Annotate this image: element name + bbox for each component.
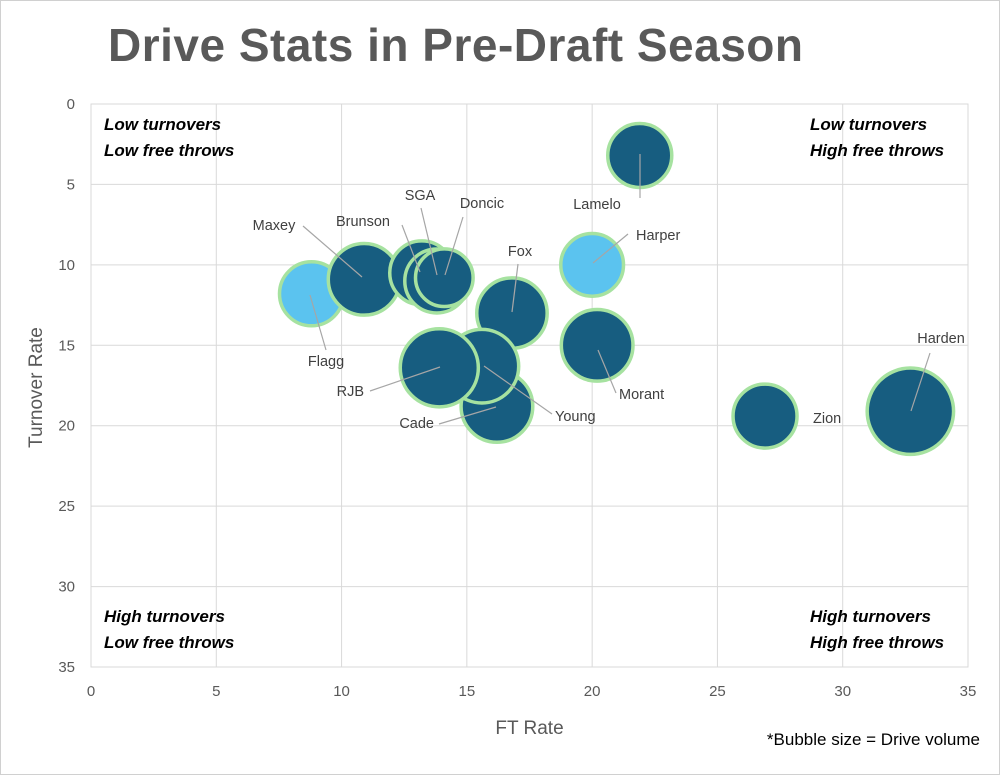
x-tick-label: 0 xyxy=(87,683,95,700)
y-tick-label: 25 xyxy=(58,498,75,515)
quadrant-label-bottom-right: High turnovers xyxy=(810,607,931,626)
quadrant-label-top-left: Low free throws xyxy=(104,141,234,160)
leader-line-young xyxy=(483,365,553,415)
quadrant-label-bottom-right: High free throws xyxy=(810,633,944,652)
quadrant-label-top-left: Low turnovers xyxy=(104,115,221,134)
leader-line-cade xyxy=(438,406,497,425)
quadrant-label-top-right: High free throws xyxy=(810,141,944,160)
leader-line-harper xyxy=(592,233,629,264)
bubble-zion xyxy=(731,382,799,450)
point-label-brunson: Brunson xyxy=(336,214,390,230)
bubble-size-footnote: *Bubble size = Drive volume xyxy=(766,730,980,749)
y-tick-label: 0 xyxy=(67,96,75,113)
quadrant-label-bottom-left: High turnovers xyxy=(104,607,225,626)
leader-line-fox xyxy=(511,263,519,313)
point-label-harper: Harper xyxy=(636,228,680,244)
leader-line-rjb xyxy=(369,366,441,392)
y-tick-label: 20 xyxy=(58,418,75,435)
point-label-sga: SGA xyxy=(405,188,436,204)
plot-area xyxy=(90,103,969,668)
x-axis-title: FT Rate xyxy=(495,718,563,739)
leader-line-harden xyxy=(910,352,931,412)
bubble-harper xyxy=(559,231,626,298)
point-label-flagg: Flagg xyxy=(308,354,344,370)
y-tick-label: 5 xyxy=(67,176,75,193)
bubble-morant xyxy=(559,307,635,383)
chart-title: Drive Stats in Pre-Draft Season xyxy=(108,19,804,71)
point-label-maxey: Maxey xyxy=(253,218,296,234)
x-tick-label: 35 xyxy=(960,683,977,700)
bubble-harden xyxy=(865,366,956,457)
point-label-zion: Zion xyxy=(813,411,841,427)
quadrant-label-top-right: Low turnovers xyxy=(810,115,927,134)
point-label-cade: Cade xyxy=(399,416,434,432)
y-tick-label: 15 xyxy=(58,337,75,354)
x-tick-label: 5 xyxy=(212,683,220,700)
leader-line-morant xyxy=(597,349,617,394)
bubble-doncic xyxy=(413,247,475,309)
y-tick-label: 10 xyxy=(58,257,75,274)
y-tick-label: 35 xyxy=(58,659,75,676)
leader-line-brunson xyxy=(401,224,421,273)
point-label-lamelo: Lamelo xyxy=(573,197,621,213)
point-label-fox: Fox xyxy=(508,244,533,260)
leader-line-doncic xyxy=(444,216,464,276)
x-tick-label: 15 xyxy=(459,683,476,700)
x-tick-label: 10 xyxy=(333,683,350,700)
point-label-harden: Harden xyxy=(917,331,965,347)
leader-line-maxey xyxy=(302,225,363,278)
point-label-morant: Morant xyxy=(619,387,664,403)
x-tick-label: 30 xyxy=(834,683,851,700)
x-tick-label: 20 xyxy=(584,683,601,700)
leader-line-sga xyxy=(420,207,438,276)
point-label-rjb: RJB xyxy=(337,384,364,400)
x-tick-label: 25 xyxy=(709,683,726,700)
point-label-young: Young xyxy=(555,409,596,425)
leader-line-flagg xyxy=(309,294,327,351)
quadrant-label-bottom-left: Low free throws xyxy=(104,633,234,652)
y-tick-label: 30 xyxy=(58,579,75,596)
y-axis-title: Turnover Rate xyxy=(26,327,47,448)
point-label-doncic: Doncic xyxy=(460,196,504,212)
